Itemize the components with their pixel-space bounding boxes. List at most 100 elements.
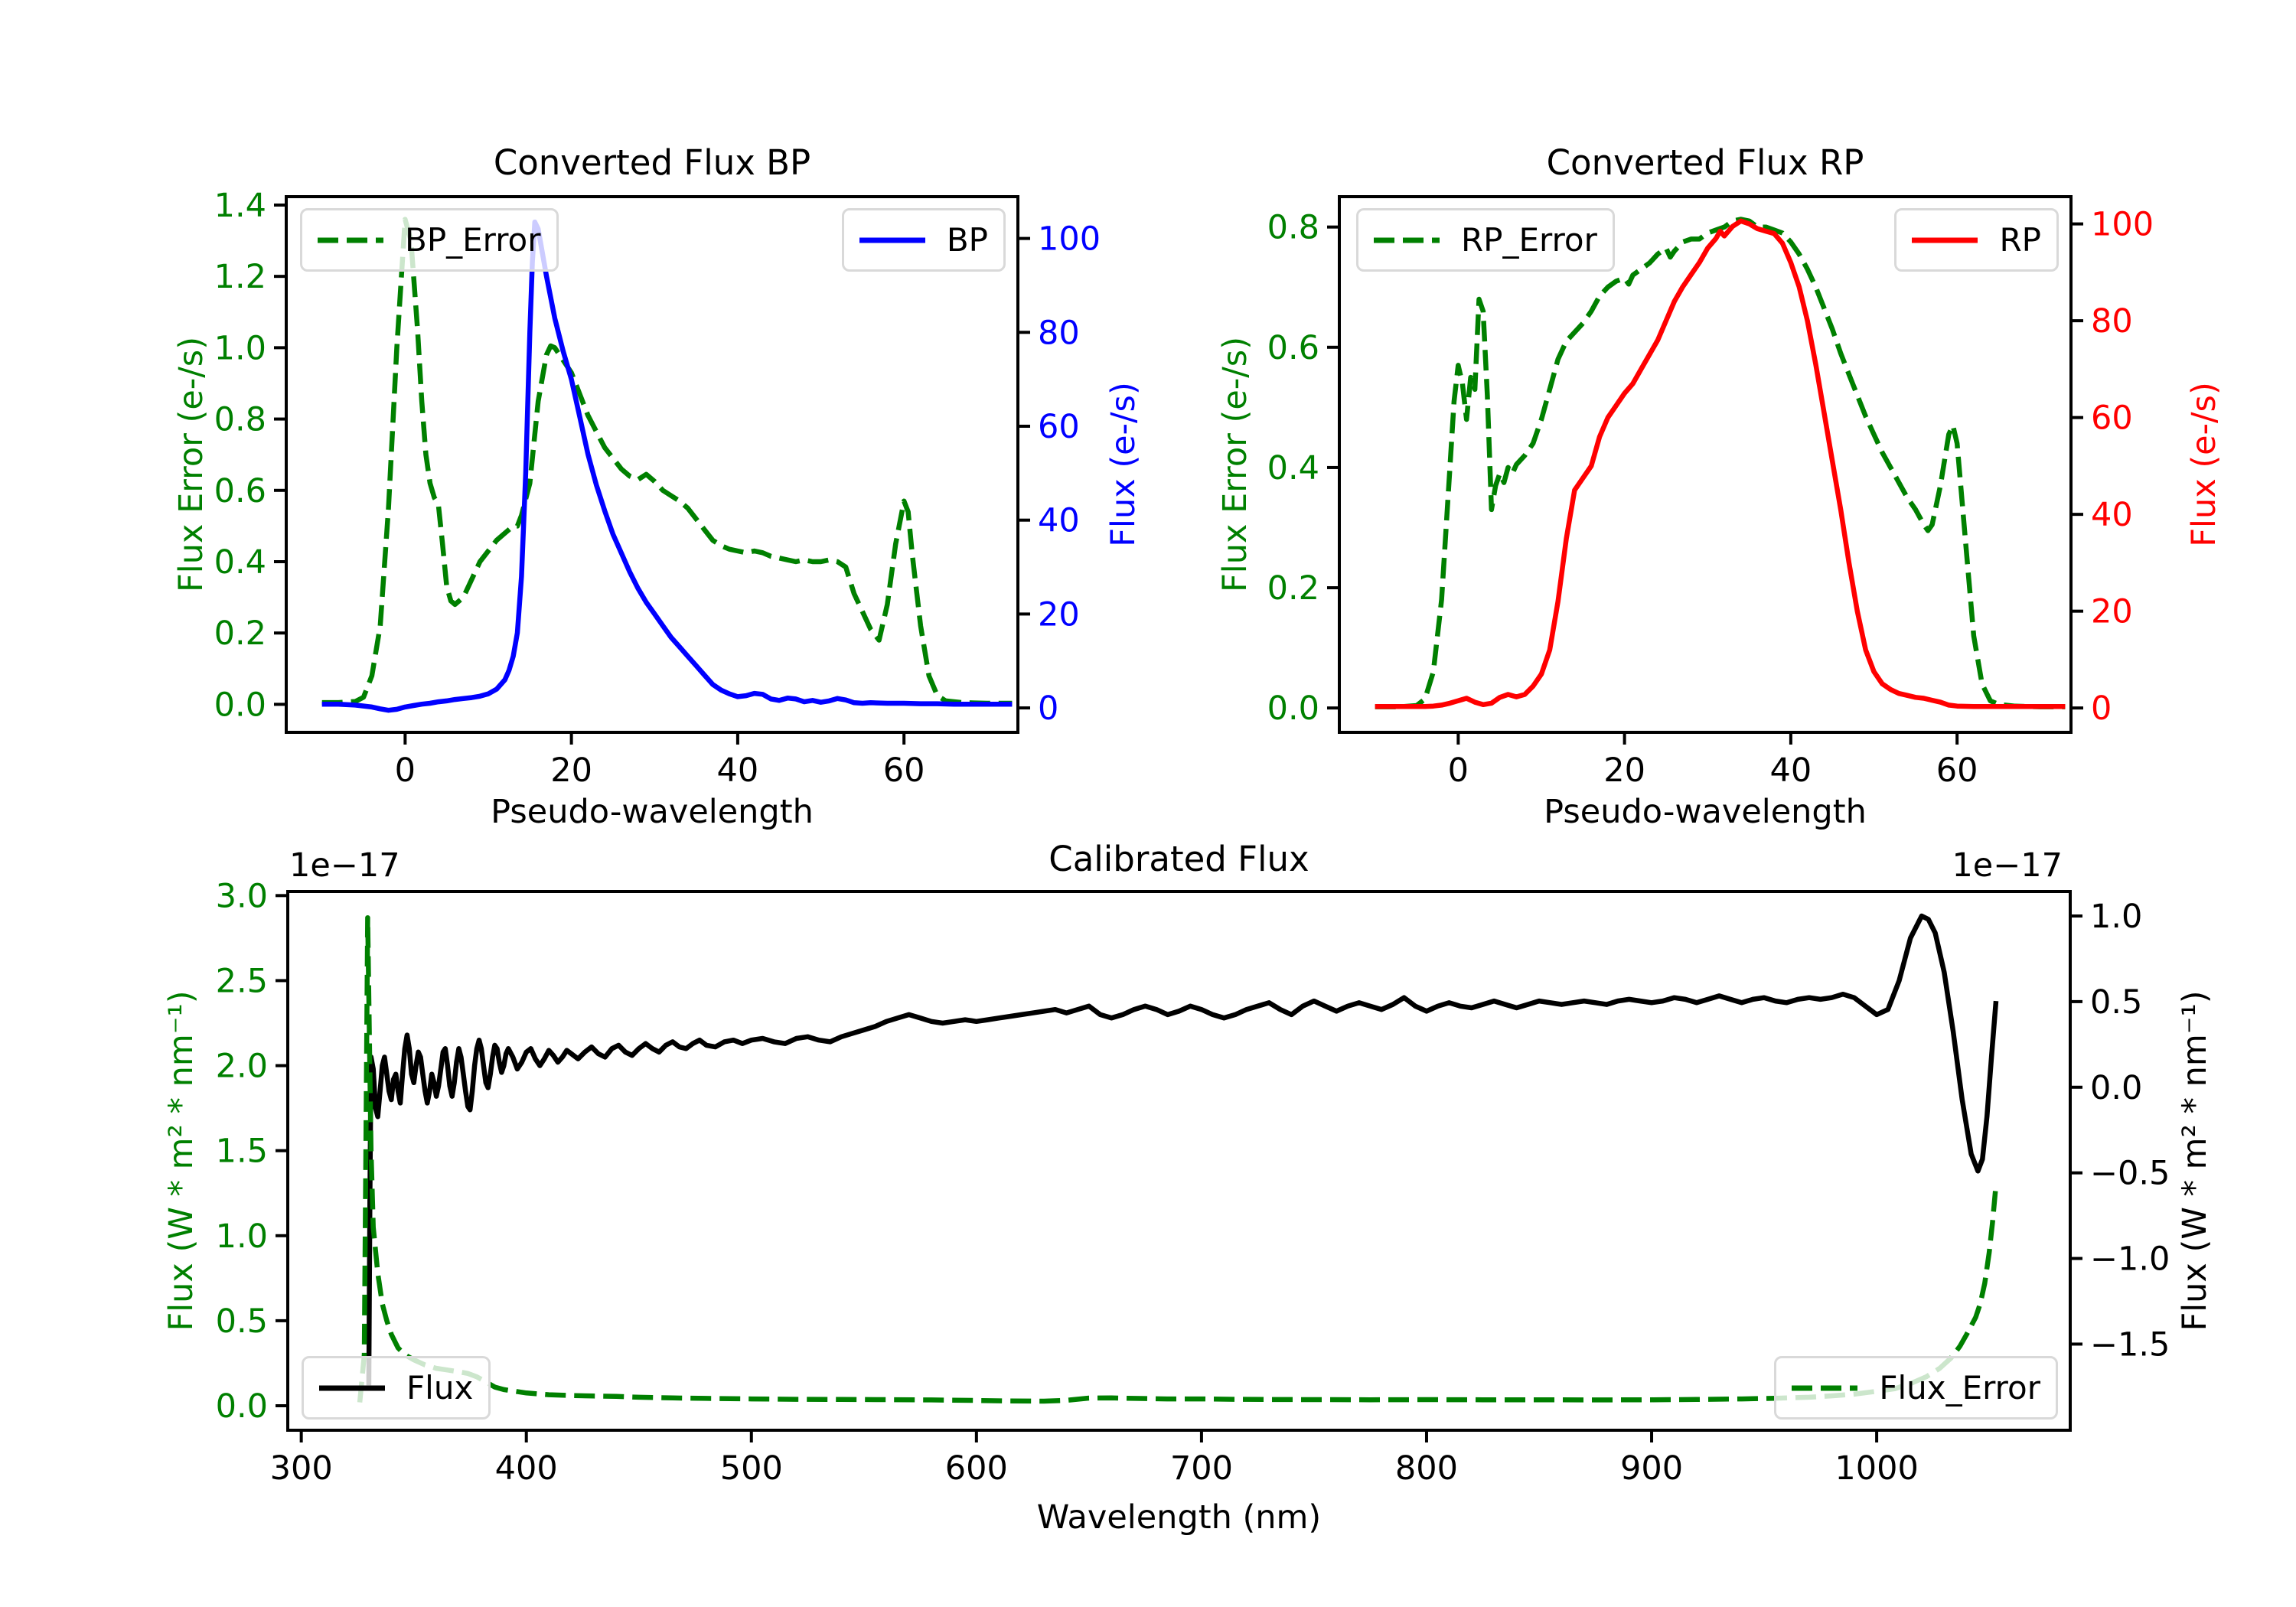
tick-label: −1.5 [2090,1325,2170,1364]
tick-label: 40 [717,751,759,790]
legend-label-rp-error: RP_Error [1461,221,1597,259]
axes-converted-flux-rp: 0 20 40 60 0.0 0.2 0.4 0.6 0.8 0 20 40 60 80 100 [1217,74,2193,855]
tick-label: 800 [1395,1449,1458,1488]
tick-label: 0.0 [2090,1069,2142,1107]
tick-label: 40 [2091,496,2133,534]
tick-label: 0.2 [214,614,266,653]
legend-label-bp: BP [946,221,988,259]
flux-legend-line-icon [319,1385,385,1390]
tick-label: 400 [495,1449,558,1488]
tick-label: 20 [2091,593,2133,631]
tick-label: 0.6 [214,472,266,510]
tick-label: 0.2 [1267,569,1319,608]
series-line-rp_error [1375,217,2066,709]
tick-label: 2.5 [216,962,268,1000]
tick-label: 0.5 [216,1302,268,1341]
tick-label: 500 [720,1449,783,1488]
xlabel-rp: Pseudo-wavelength [1544,793,1867,831]
bp-legend-line-icon [859,237,925,243]
legend-label-bp-error: BP_Error [405,221,541,259]
tick-label: 100 [2091,206,2154,244]
tick-label: 0 [1038,689,1058,728]
ylabel-cal-left: Flux (W * m² * nm⁻¹) [162,990,201,1332]
tick-label: 40 [1038,502,1080,540]
offset-text-right: 1e−17 [1952,846,2063,885]
tick-label: 0.5 [2090,983,2142,1022]
axes-frame [286,890,2072,1432]
axes-calibrated-flux: 300 400 500 600 700 800 900 1000 0.0 0.5 1.0 1.5 2.0… [165,769,2193,1553]
title-calibrated-flux: Calibrated Flux [1049,839,1309,879]
tick-label: 2.0 [216,1048,268,1086]
tick-label: 60 [883,751,925,790]
tick-label: 0 [1448,751,1469,790]
tick-label: 300 [270,1449,333,1488]
axes-frame [285,195,1019,734]
tick-label: 1000 [1835,1449,1918,1488]
legend-bp-error: BP_Error [300,208,559,272]
tick-label: 0.4 [1267,449,1319,487]
legend-rp: RP [1894,208,2059,272]
series-line-rp [1375,218,2066,709]
tick-label: 700 [1170,1449,1233,1488]
series-line-bp [321,219,1013,713]
tick-label: 60 [1936,751,1978,790]
tick-label: 40 [1770,751,1812,790]
legend-rp-error: RP_Error [1356,208,1615,272]
tick-label: 80 [2091,302,2133,341]
tick-label: 900 [1620,1449,1683,1488]
tick-label: 0.0 [216,1387,268,1426]
tick-label: 0.8 [1267,209,1319,247]
plot-cal: 300 400 500 600 700 800 900 1000 0.0 0.5 1.0 1.5 2.0… [216,877,2170,1488]
tick-label: 1.0 [216,1217,268,1256]
tick-label: 80 [1038,314,1080,352]
legend-label-rp: RP [1999,221,2041,259]
legend-bp: BP [841,208,1006,272]
offset-text-left: 1e−17 [289,846,400,885]
series-line-flux [366,913,1999,1386]
ylabel-bp-error: Flux Error (e-/s) [172,337,210,592]
title-converted-flux-rp: Converted Flux RP [1546,142,1864,183]
tick-label: 0.0 [1267,689,1319,728]
title-converted-flux-bp: Converted Flux BP [493,142,811,183]
tick-label: 3.0 [216,877,268,915]
tick-label: 1.4 [214,187,266,225]
legend-label-flux-error: Flux_Error [1879,1369,2040,1407]
series-line-bp_error [321,217,1013,706]
tick-label: 600 [945,1449,1008,1488]
ylabel-cal-right: Flux (W * m² * nm⁻¹) [2176,990,2214,1332]
bp-error-legend-line-icon [318,237,383,243]
tick-label: 1.2 [214,258,266,296]
tick-label: 1.5 [216,1133,268,1171]
tick-label: 1.0 [2090,898,2142,936]
legend-flux-error: Flux_Error [1774,1356,2058,1420]
tick-label: 20 [550,751,592,790]
tick-label: 0.0 [214,686,266,724]
legend-label-flux: Flux [406,1369,474,1407]
tick-label: 0.6 [1267,329,1319,367]
ylabel-bp-flux: Flux (e-/s) [1104,382,1143,547]
tick-label: 1.0 [214,329,266,367]
axes-frame [1338,195,2073,734]
legend-flux: Flux [302,1356,491,1420]
tick-label: 60 [2091,399,2133,438]
tick-label: 100 [1038,220,1101,259]
tick-label: 0 [395,751,416,790]
ylabel-rp-flux: Flux (e-/s) [2185,382,2223,547]
flux-error-legend-line-icon [1792,1385,1858,1390]
tick-label: −1.0 [2090,1240,2170,1279]
tick-label: 0.8 [214,401,266,439]
xlabel-bp: Pseudo-wavelength [491,793,814,831]
tick-label: −0.5 [2090,1155,2170,1193]
tick-label: 0.4 [214,543,266,582]
axes-converted-flux-bp: 0 20 40 60 0.0 0.2 0.4 0.6 0.8 1.0 1.2 1.4 0 20 40 60 80… [164,74,1140,855]
xlabel-cal: Wavelength (nm) [1036,1498,1322,1537]
tick-label: 20 [1038,595,1080,634]
plot-bp: 0 20 40 60 0.0 0.2 0.4 0.6 0.8 1.0 1.2 1.4 0 20 40 60 80… [214,187,1101,790]
rp-legend-line-icon [1912,237,1978,243]
tick-label: 60 [1038,408,1080,446]
rp-error-legend-line-icon [1374,237,1440,243]
plot-rp: 0 20 40 60 0.0 0.2 0.4 0.6 0.8 0 20 40 60 80 100 [1267,195,2154,790]
tick-label: 20 [1603,751,1645,790]
series-line-flux_error [357,914,1999,1404]
